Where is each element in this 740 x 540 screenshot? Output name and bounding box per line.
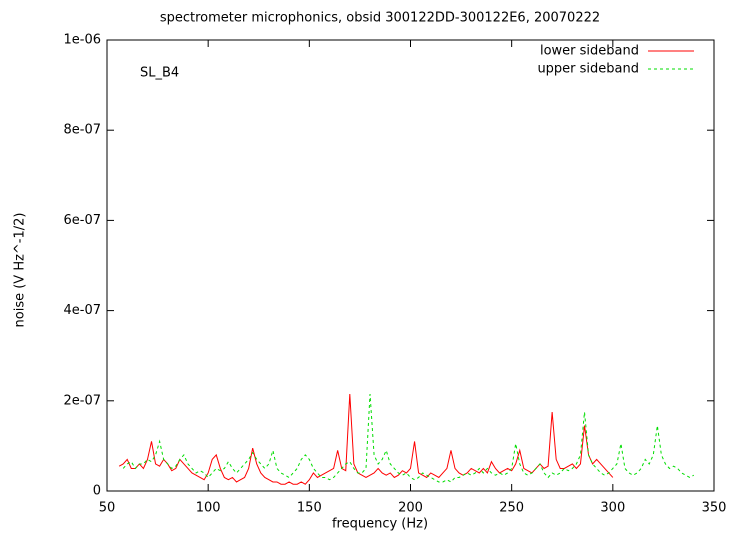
x-tick-label: 50 (99, 501, 116, 516)
y-axis-label: noise (V Hz^-1/2) (13, 213, 28, 328)
annotation: SL_B4 (140, 66, 179, 81)
x-tick-label: 300 (600, 501, 625, 516)
legend-label: upper sideband (537, 62, 639, 77)
legend-label: lower sideband (540, 44, 639, 59)
x-tick-label: 250 (499, 501, 524, 516)
y-tick-label: 8e-07 (63, 123, 101, 138)
x-tick-label: 100 (196, 501, 221, 516)
y-tick-label: 2e-07 (63, 393, 101, 408)
x-tick-label: 150 (297, 501, 322, 516)
y-tick-label: 0 (93, 484, 101, 499)
x-tick-label: 350 (702, 501, 727, 516)
y-tick-label: 6e-07 (63, 213, 101, 228)
x-axis-label: frequency (Hz) (332, 517, 428, 532)
data-line (122, 393, 695, 483)
y-tick-label: 1e-06 (63, 33, 101, 48)
data-line (118, 394, 614, 485)
chart-title: spectrometer microphonics, obsid 300122D… (160, 11, 600, 26)
y-tick-label: 4e-07 (63, 303, 101, 318)
x-tick-label: 200 (398, 501, 423, 516)
plot-frame (106, 39, 715, 492)
